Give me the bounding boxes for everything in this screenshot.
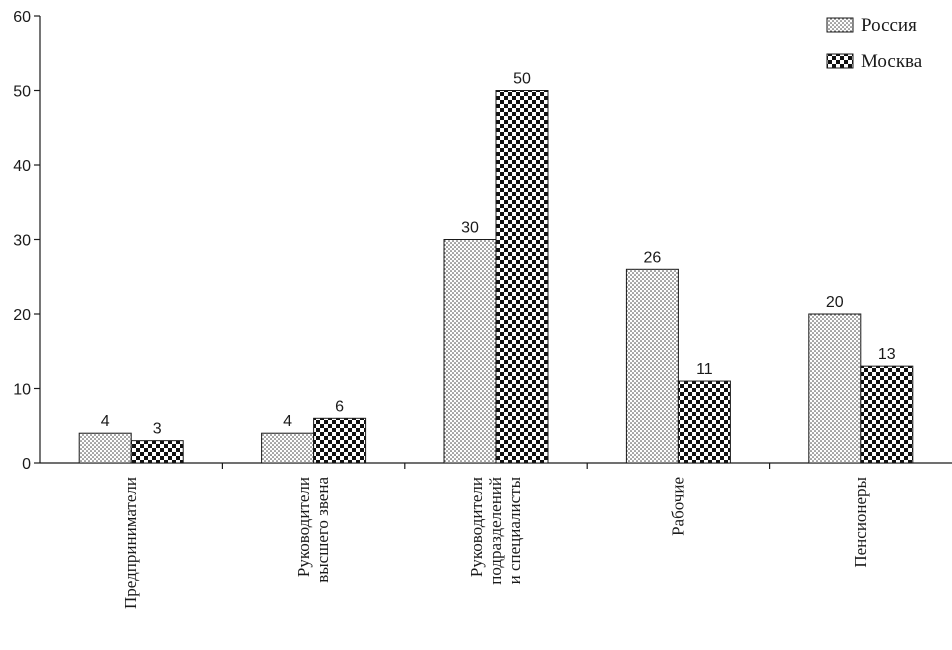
category-label-line: подразделений bbox=[486, 477, 505, 585]
axes: 0 10 20 30 40 50 60 bbox=[13, 9, 952, 473]
legend-swatch-russia bbox=[826, 17, 854, 33]
bar-value-label: 3 bbox=[153, 421, 162, 438]
bar-russia bbox=[78, 432, 132, 464]
bar-russia bbox=[808, 313, 862, 464]
y-tick-label: 0 bbox=[22, 456, 31, 473]
bar-russia bbox=[443, 239, 497, 464]
bar-moscow bbox=[313, 417, 367, 464]
legend-swatch-moscow bbox=[826, 53, 854, 69]
y-tick-label: 50 bbox=[13, 84, 31, 101]
bar-value-label: 11 bbox=[696, 361, 713, 378]
category-label-line: и специалисты bbox=[505, 476, 524, 584]
category-label-line: Предприниматели bbox=[121, 477, 140, 609]
bar-russia bbox=[625, 268, 679, 464]
bar-moscow bbox=[495, 90, 549, 464]
category-label: Руководители высшего звена bbox=[294, 477, 332, 583]
legend-label-russia: Россия bbox=[861, 15, 917, 36]
bar-value-label: 26 bbox=[644, 249, 662, 266]
bar-value-label: 6 bbox=[335, 398, 344, 415]
bar-moscow bbox=[860, 365, 914, 464]
bar-value-label: 4 bbox=[101, 413, 110, 430]
y-tick-label: 20 bbox=[13, 307, 31, 324]
legend-item-moscow: Москва bbox=[826, 51, 923, 72]
legend-label-moscow: Москва bbox=[861, 51, 923, 72]
bar-value-label: 20 bbox=[826, 294, 844, 311]
bars-group bbox=[78, 90, 914, 464]
value-labels-group: 4 3 4 6 30 50 26 11 20 13 bbox=[101, 71, 896, 438]
y-tick-label: 10 bbox=[13, 382, 31, 399]
category-labels-group: Предприниматели Руководители высшего звена… bbox=[121, 476, 870, 609]
category-label: Руководители подразделений и специалисты bbox=[467, 476, 524, 584]
category-label-line: Руководители bbox=[294, 477, 313, 577]
y-tick-label: 60 bbox=[13, 9, 31, 26]
category-label: Рабочие bbox=[668, 477, 687, 536]
legend-item-russia: Россия bbox=[826, 15, 917, 36]
bar-value-label: 13 bbox=[878, 346, 896, 363]
category-label: Пенсионеры bbox=[851, 476, 870, 567]
category-label-line: Пенсионеры bbox=[851, 476, 870, 567]
category-label-line: высшего звена bbox=[313, 477, 332, 583]
category-label: Предприниматели bbox=[121, 477, 140, 609]
bar-moscow bbox=[130, 440, 184, 464]
bar-moscow bbox=[677, 380, 731, 464]
category-label-line: Рабочие bbox=[668, 477, 687, 536]
legend: Россия Москва bbox=[826, 15, 923, 72]
bar-russia bbox=[261, 432, 315, 464]
bar-value-label: 30 bbox=[461, 220, 479, 237]
y-tick-label: 40 bbox=[13, 158, 31, 175]
bar-value-label: 4 bbox=[283, 413, 292, 430]
category-label-line: Руководители bbox=[467, 477, 486, 577]
y-tick-label: 30 bbox=[13, 233, 31, 250]
bar-value-label: 50 bbox=[513, 71, 531, 88]
